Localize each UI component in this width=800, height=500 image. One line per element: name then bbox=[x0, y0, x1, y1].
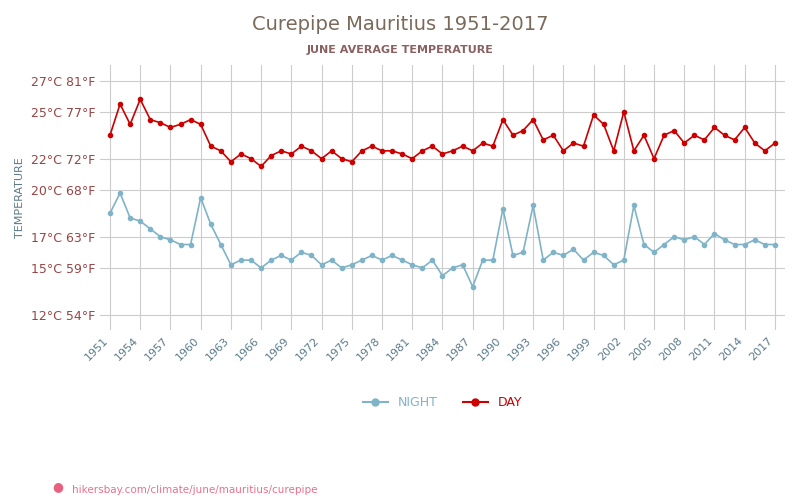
Legend: NIGHT, DAY: NIGHT, DAY bbox=[358, 392, 527, 414]
Y-axis label: TEMPERATURE: TEMPERATURE bbox=[15, 158, 25, 238]
Text: hikersbay.com/climate/june/mauritius/curepipe: hikersbay.com/climate/june/mauritius/cur… bbox=[72, 485, 318, 495]
Text: ●: ● bbox=[52, 480, 63, 494]
Text: JUNE AVERAGE TEMPERATURE: JUNE AVERAGE TEMPERATURE bbox=[306, 45, 494, 55]
Text: Curepipe Mauritius 1951-2017: Curepipe Mauritius 1951-2017 bbox=[252, 15, 548, 34]
